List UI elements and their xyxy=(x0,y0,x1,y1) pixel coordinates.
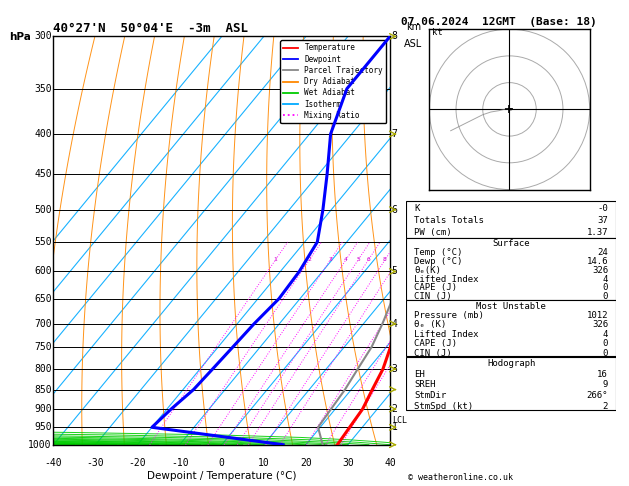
Text: Totals Totals: Totals Totals xyxy=(414,216,484,225)
Text: 9: 9 xyxy=(603,380,608,389)
Text: 5: 5 xyxy=(392,266,398,277)
Text: CAPE (J): CAPE (J) xyxy=(414,339,457,348)
Text: 07.06.2024  12GMT  (Base: 18): 07.06.2024 12GMT (Base: 18) xyxy=(401,17,597,27)
Text: 37: 37 xyxy=(598,216,608,225)
Text: 3: 3 xyxy=(328,258,332,262)
Text: 8: 8 xyxy=(383,258,387,262)
Text: 950: 950 xyxy=(34,422,52,433)
Text: 4: 4 xyxy=(603,275,608,283)
Text: 700: 700 xyxy=(34,319,52,329)
Text: ASL: ASL xyxy=(404,39,423,49)
Text: 1.37: 1.37 xyxy=(586,228,608,237)
Text: Hodograph: Hodograph xyxy=(487,359,535,368)
Text: hPa: hPa xyxy=(9,32,31,42)
Text: kt: kt xyxy=(432,28,443,36)
Text: 8: 8 xyxy=(392,32,398,41)
Text: 6: 6 xyxy=(392,205,398,215)
Text: 1000: 1000 xyxy=(28,440,52,450)
Text: θₑ (K): θₑ (K) xyxy=(414,320,447,330)
Text: 600: 600 xyxy=(34,266,52,277)
Bar xyxy=(406,238,616,300)
Text: Surface: Surface xyxy=(493,239,530,248)
Text: -30: -30 xyxy=(87,458,104,468)
Text: Dewpoint / Temperature (°C): Dewpoint / Temperature (°C) xyxy=(147,471,296,481)
Text: 20: 20 xyxy=(300,458,312,468)
Text: 850: 850 xyxy=(34,384,52,395)
Text: StmDir: StmDir xyxy=(414,391,447,400)
Text: Most Unstable: Most Unstable xyxy=(476,302,546,311)
Text: 326: 326 xyxy=(592,320,608,330)
Text: 300: 300 xyxy=(34,32,52,41)
Text: 650: 650 xyxy=(34,294,52,304)
Text: 550: 550 xyxy=(34,237,52,247)
Text: 350: 350 xyxy=(34,84,52,94)
Text: 4: 4 xyxy=(392,319,398,329)
Text: 0: 0 xyxy=(603,283,608,293)
Text: 326: 326 xyxy=(592,266,608,275)
Text: -0: -0 xyxy=(598,204,608,213)
Text: CIN (J): CIN (J) xyxy=(414,292,452,301)
Text: 750: 750 xyxy=(34,342,52,352)
Text: 400: 400 xyxy=(34,129,52,139)
Bar xyxy=(406,201,616,238)
Text: 4: 4 xyxy=(603,330,608,339)
Text: 0: 0 xyxy=(603,292,608,301)
Text: 2: 2 xyxy=(603,401,608,411)
Text: 0: 0 xyxy=(219,458,225,468)
Text: 0: 0 xyxy=(603,348,608,358)
Bar xyxy=(406,357,616,410)
Text: 4: 4 xyxy=(344,258,348,262)
Text: 2: 2 xyxy=(392,404,398,414)
Text: Mixing Ratio (g/kg): Mixing Ratio (g/kg) xyxy=(433,201,442,280)
Text: -10: -10 xyxy=(171,458,189,468)
Text: Dewp (°C): Dewp (°C) xyxy=(414,257,462,266)
Text: K: K xyxy=(414,204,420,213)
Text: 6: 6 xyxy=(367,258,370,262)
Text: Lifted Index: Lifted Index xyxy=(414,275,479,283)
Text: 3: 3 xyxy=(392,364,398,374)
Text: 450: 450 xyxy=(34,169,52,179)
Text: 266°: 266° xyxy=(586,391,608,400)
Text: PW (cm): PW (cm) xyxy=(414,228,452,237)
Text: km: km xyxy=(406,22,421,33)
Text: 1: 1 xyxy=(392,422,398,433)
Text: EH: EH xyxy=(414,369,425,379)
Text: 800: 800 xyxy=(34,364,52,374)
Text: 900: 900 xyxy=(34,404,52,414)
Text: 40: 40 xyxy=(384,458,396,468)
Text: CIN (J): CIN (J) xyxy=(414,348,452,358)
Text: -40: -40 xyxy=(45,458,62,468)
Text: 24: 24 xyxy=(598,248,608,257)
Text: 2: 2 xyxy=(308,258,311,262)
Text: CAPE (J): CAPE (J) xyxy=(414,283,457,293)
Text: Lifted Index: Lifted Index xyxy=(414,330,479,339)
Text: 1: 1 xyxy=(274,258,277,262)
Text: SREH: SREH xyxy=(414,380,436,389)
Text: 500: 500 xyxy=(34,205,52,215)
Text: LCL: LCL xyxy=(392,416,407,425)
Text: 7: 7 xyxy=(392,129,398,139)
Text: 16: 16 xyxy=(598,369,608,379)
Text: θₑ(K): θₑ(K) xyxy=(414,266,441,275)
Text: 0: 0 xyxy=(603,339,608,348)
Text: 30: 30 xyxy=(342,458,353,468)
Text: -20: -20 xyxy=(129,458,147,468)
Text: 5: 5 xyxy=(356,258,360,262)
Text: © weatheronline.co.uk: © weatheronline.co.uk xyxy=(408,473,513,482)
Text: 10: 10 xyxy=(258,458,270,468)
Text: 14.6: 14.6 xyxy=(586,257,608,266)
Text: 40°27'N  50°04'E  -3m  ASL: 40°27'N 50°04'E -3m ASL xyxy=(53,22,248,35)
Bar xyxy=(406,300,616,356)
Legend: Temperature, Dewpoint, Parcel Trajectory, Dry Adiabat, Wet Adiabat, Isotherm, Mi: Temperature, Dewpoint, Parcel Trajectory… xyxy=(280,40,386,123)
Text: Pressure (mb): Pressure (mb) xyxy=(414,311,484,320)
Text: Temp (°C): Temp (°C) xyxy=(414,248,462,257)
Text: 1012: 1012 xyxy=(586,311,608,320)
Text: StmSpd (kt): StmSpd (kt) xyxy=(414,401,473,411)
